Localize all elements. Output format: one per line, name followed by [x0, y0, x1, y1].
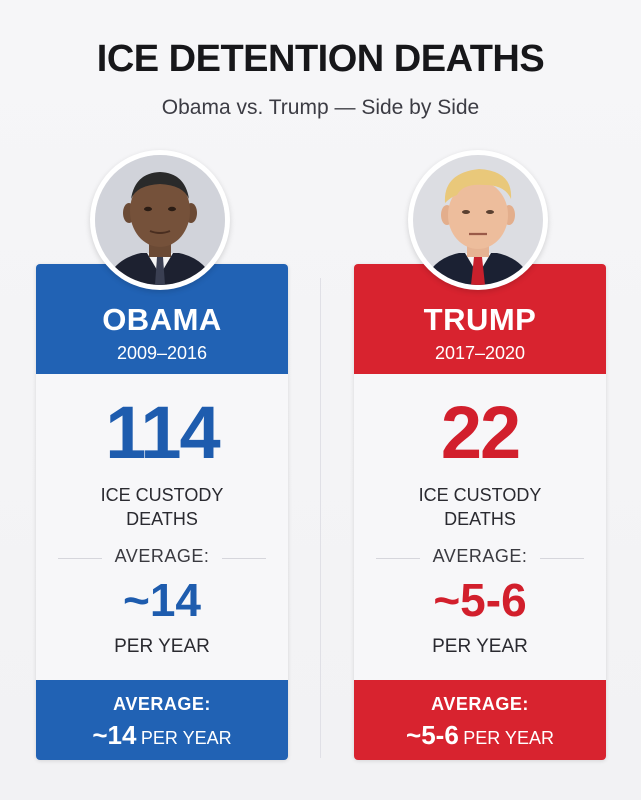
trump-name: TRUMP — [423, 302, 537, 337]
obama-footer-unit: PER YEAR — [140, 728, 232, 748]
trump-portrait-image — [413, 155, 543, 285]
obama-years: 2009–2016 — [116, 343, 208, 363]
divider-line — [222, 558, 266, 559]
obama-footer-label: AVERAGE: — [113, 694, 211, 714]
obama-name: OBAMA — [102, 302, 222, 337]
trump-deaths-number: 22 — [440, 391, 521, 474]
obama-footer: AVERAGE: ~14 PER YEAR — [36, 680, 288, 760]
obama-portrait — [90, 150, 230, 290]
obama-column: OBAMA 2009–2016 114 ICE CUSTODY DEATHS A… — [36, 0, 288, 800]
center-divider — [320, 278, 321, 758]
trump-average-value: ~5-6 — [433, 574, 527, 626]
trump-portrait — [408, 150, 548, 290]
trump-average-label: AVERAGE: — [432, 546, 528, 566]
obama-deaths-number: 114 — [105, 391, 220, 474]
trump-per-year: PER YEAR — [432, 636, 528, 657]
obama-average-value: ~14 — [122, 574, 202, 626]
trump-footer-value: ~5-6 — [406, 720, 459, 750]
obama-average-row: AVERAGE: — [36, 546, 288, 570]
trump-column: TRUMP 2017–2020 22 ICE CUSTODY DEATHS AV… — [354, 0, 606, 800]
obama-footer-value: ~14 — [92, 720, 137, 750]
trump-footer-label: AVERAGE: — [431, 694, 529, 714]
obama-deaths-label: ICE CUSTODY DEATHS — [36, 483, 288, 531]
obama-deaths-label-line2: DEATHS — [126, 509, 198, 529]
obama-average-label: AVERAGE: — [114, 546, 210, 566]
divider-line — [58, 558, 102, 559]
trump-deaths-label-line2: DEATHS — [444, 509, 516, 529]
obama-footer-value-row: ~14 PER YEAR — [36, 720, 288, 751]
trump-deaths-label-line1: ICE CUSTODY — [418, 485, 542, 505]
trump-deaths-label: ICE CUSTODY DEATHS — [354, 483, 606, 531]
obama-portrait-image — [95, 155, 225, 285]
trump-footer: AVERAGE: ~5-6 PER YEAR — [354, 680, 606, 760]
divider-line — [540, 558, 584, 559]
trump-average-row: AVERAGE: — [354, 546, 606, 570]
trump-footer-unit: PER YEAR — [463, 728, 554, 748]
obama-per-year: PER YEAR — [114, 636, 210, 657]
divider-line — [376, 558, 420, 559]
page-subtitle: Obama vs. Trump — Side by Side — [161, 96, 480, 119]
obama-card: OBAMA 2009–2016 114 ICE CUSTODY DEATHS A… — [36, 264, 288, 760]
trump-card: TRUMP 2017–2020 22 ICE CUSTODY DEATHS AV… — [354, 264, 606, 760]
obama-deaths-label-line1: ICE CUSTODY — [100, 485, 224, 505]
page-title: ICE DETENTION DEATHS — [96, 38, 545, 80]
trump-years: 2017–2020 — [434, 343, 526, 363]
trump-footer-value-row: ~5-6 PER YEAR — [354, 720, 606, 751]
